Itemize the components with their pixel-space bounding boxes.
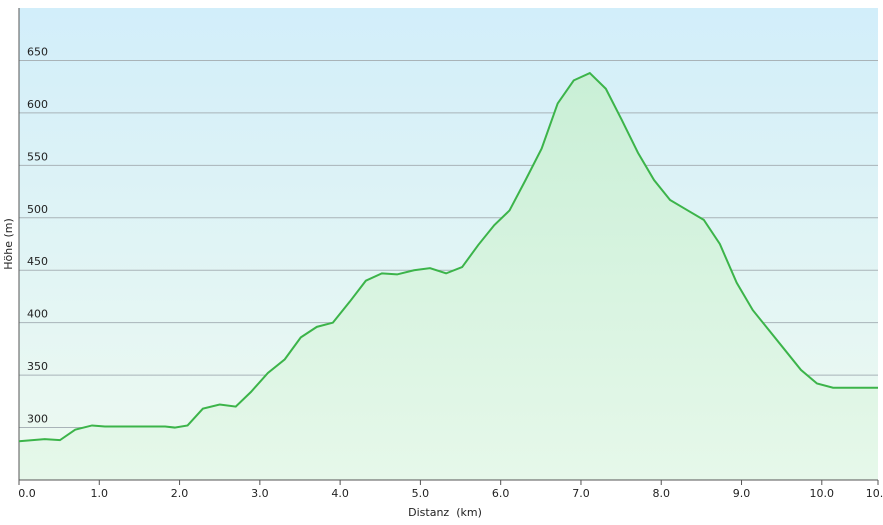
x-tick-label: 3.0 (251, 487, 269, 500)
y-tick-label: 550 (27, 150, 48, 163)
y-tick-label: 500 (27, 203, 48, 216)
y-tick-label: 600 (27, 98, 48, 111)
elevation-line (18, 71, 878, 443)
x-tick-label: 5.0 (412, 487, 430, 500)
x-tick-label: 2.0 (171, 487, 189, 500)
area-fill (19, 73, 878, 480)
x-tick-label: 7.0 (572, 487, 590, 500)
y-tick-label: 450 (27, 255, 48, 268)
x-tick-label: 0.0 (18, 487, 36, 500)
x-tick-label: 9.0 (733, 487, 751, 500)
x-tick-label: 1.0 (91, 487, 109, 500)
x-tick-label: 6.0 (492, 487, 510, 500)
y-tick-label: 300 (27, 413, 48, 426)
x-tick-label: 4.0 (331, 487, 349, 500)
y-tick-label: 400 (27, 308, 48, 321)
x-tick-label: 10.7 (866, 487, 883, 500)
y-tick-label: 350 (27, 360, 48, 373)
layer (19, 59, 878, 480)
x-tick-label: 8.0 (652, 487, 670, 500)
x-tick-label: 10.0 (810, 487, 835, 500)
x-axis-label: Distanz (km) (408, 506, 482, 519)
y-axis-label: Höhe (m) (2, 218, 15, 270)
y-tick-label: 650 (27, 45, 48, 58)
